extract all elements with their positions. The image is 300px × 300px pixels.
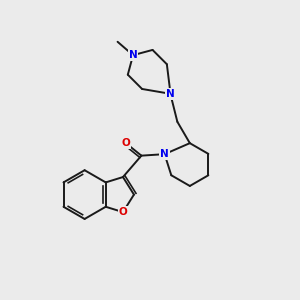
Text: O: O — [118, 207, 127, 217]
Text: O: O — [122, 138, 130, 148]
Text: N: N — [160, 149, 169, 159]
Text: N: N — [166, 89, 175, 99]
Text: N: N — [129, 50, 137, 60]
